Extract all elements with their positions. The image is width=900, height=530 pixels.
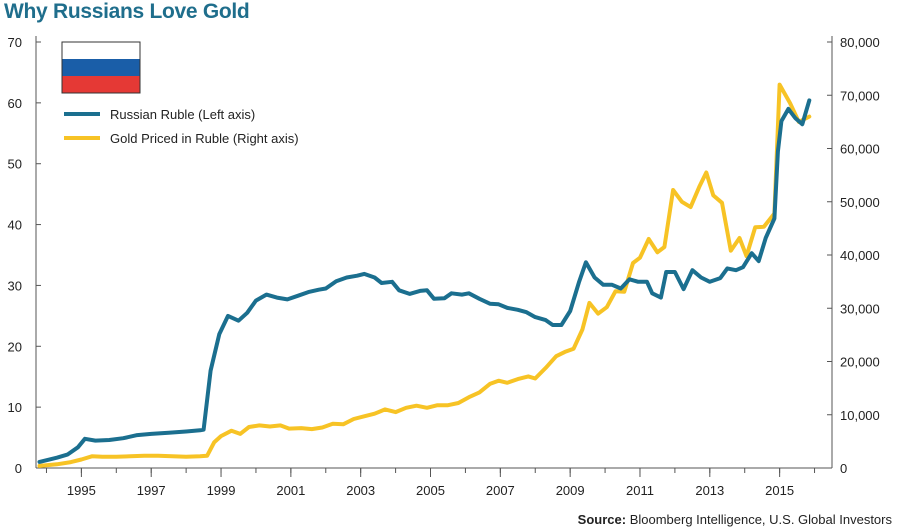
right-axis-tick-label: 30,000 xyxy=(840,301,880,316)
x-axis-tick-label: 2009 xyxy=(556,483,585,498)
left-axis-tick-label: 0 xyxy=(15,461,22,476)
right-axis-tick-label: 0 xyxy=(840,461,847,476)
left-axis-tick-label: 60 xyxy=(8,96,22,111)
right-axis-tick-label: 70,000 xyxy=(840,88,880,103)
series-line-gold-in-ruble xyxy=(37,82,812,468)
x-axis-tick-label: 1999 xyxy=(207,483,236,498)
x-axis-tick-label: 2001 xyxy=(276,483,305,498)
right-axis-tick-label: 40,000 xyxy=(840,248,880,263)
source-text: Bloomberg Intelligence, U.S. Global Inve… xyxy=(629,512,892,527)
right-axis-tick-label: 60,000 xyxy=(840,142,880,157)
series-line-russian-ruble xyxy=(37,98,812,464)
chart-axes: 0 10 20 30 40 50 60 70 0 10,000 20,000 30,000 40,000… xyxy=(8,35,880,498)
x-axis-tick-label: 1997 xyxy=(137,483,166,498)
flag-border xyxy=(61,41,141,94)
flag-stripe xyxy=(62,76,140,93)
x-axis-tick-label: 2007 xyxy=(486,483,515,498)
legend-label: Russian Ruble (Left axis) xyxy=(110,107,255,122)
chart-series xyxy=(37,82,812,468)
left-axis-tick-label: 40 xyxy=(8,218,22,233)
x-axis-tick-label: 2015 xyxy=(765,483,794,498)
right-axis-tick-label: 10,000 xyxy=(840,408,880,423)
page-title: Why Russians Love Gold xyxy=(4,0,250,23)
x-axis-tick-label: 2003 xyxy=(346,483,375,498)
x-axis-tick-label: 1995 xyxy=(67,483,96,498)
right-axis-tick-label: 80,000 xyxy=(840,35,880,50)
right-axis-tick-label: 20,000 xyxy=(840,355,880,370)
chart-legend: Russian Ruble (Left axis) Gold Priced in … xyxy=(64,107,299,146)
x-axis-tick-label: 2005 xyxy=(416,483,445,498)
x-axis-tick-label: 2011 xyxy=(626,483,654,498)
flag-stripe xyxy=(62,59,140,76)
left-axis-tick-label: 70 xyxy=(8,35,22,50)
legend-label: Gold Priced in Ruble (Right axis) xyxy=(110,131,299,146)
source-label: Source: xyxy=(577,512,627,527)
x-axis-tick-label: 2013 xyxy=(695,483,724,498)
left-axis-tick-label: 20 xyxy=(8,339,22,354)
left-axis-tick-label: 50 xyxy=(8,157,22,172)
right-axis-tick-label: 50,000 xyxy=(840,195,880,210)
left-axis-tick-label: 10 xyxy=(8,400,22,415)
flag-stripe xyxy=(62,42,140,59)
source-note: Source: Bloomberg Intelligence, U.S. Glo… xyxy=(578,512,892,527)
left-axis-tick-label: 30 xyxy=(8,278,22,293)
russian-flag xyxy=(61,41,141,94)
